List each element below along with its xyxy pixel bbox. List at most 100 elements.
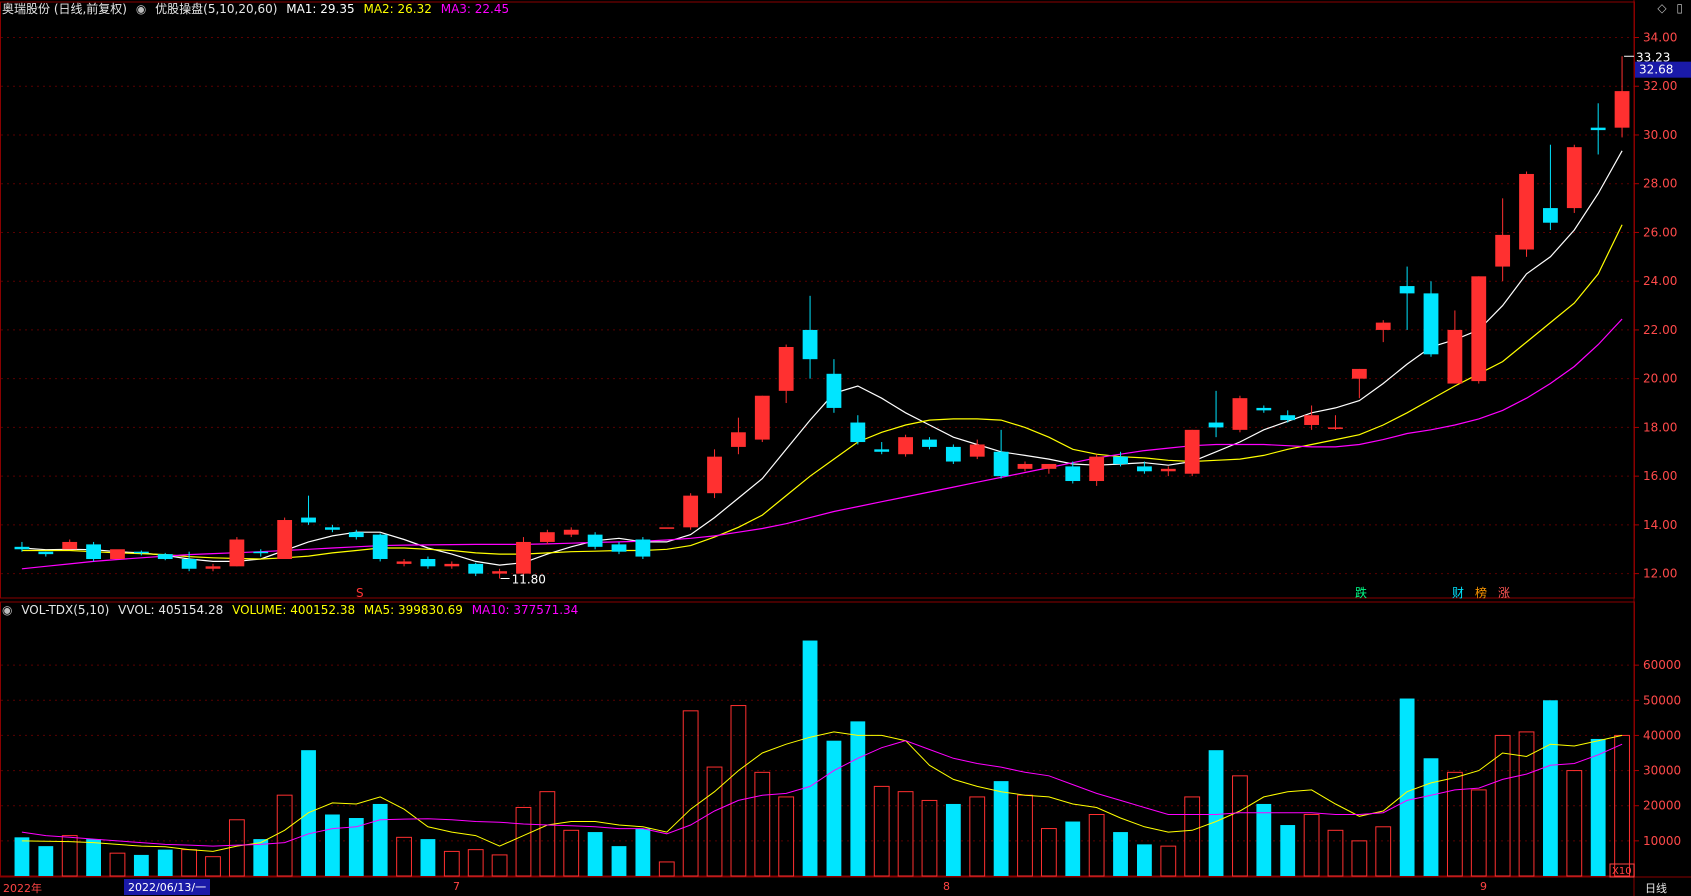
candle-body	[1304, 415, 1319, 425]
candle-body	[1328, 427, 1343, 429]
candle-body	[1519, 173, 1534, 250]
event-marker: 跌	[1355, 585, 1367, 600]
candle-body	[659, 527, 675, 529]
volume-bar	[86, 839, 101, 876]
volume-indicator-name[interactable]: VOL-TDX(5,10)	[21, 603, 110, 617]
candle-body	[850, 422, 866, 443]
candle-body	[1399, 286, 1415, 294]
volume-bar	[14, 837, 30, 876]
candle-body	[229, 539, 245, 567]
candle-body	[945, 446, 961, 462]
price-tick-label: 20.00	[1643, 372, 1677, 386]
price-tick-label: 12.00	[1643, 567, 1677, 581]
volume-tick-label: 10000	[1643, 834, 1681, 848]
candle-body	[396, 561, 412, 564]
volume-bar	[850, 721, 866, 876]
price-tick-label: 18.00	[1643, 420, 1677, 434]
candle-body	[468, 563, 484, 574]
candle-body	[1471, 276, 1487, 382]
volume-bar	[945, 803, 961, 876]
volume-ma5-line	[21, 731, 1623, 852]
volume-bar	[157, 849, 173, 876]
window-icon[interactable]: ▯	[1676, 1, 1683, 15]
price-tick-label: 24.00	[1643, 274, 1677, 288]
volume-bar	[1494, 734, 1511, 877]
volume-bar	[802, 640, 818, 876]
event-marker: 财	[1452, 586, 1464, 600]
candle-body	[253, 551, 269, 554]
volume-bar	[1184, 796, 1201, 877]
candle-body	[86, 544, 101, 560]
low-price-label: 11.80	[512, 573, 546, 587]
volume-bar	[635, 828, 651, 876]
volume-bar	[491, 854, 508, 877]
volume-value: VOLUME: 400152.38	[232, 603, 356, 617]
volume-bar	[61, 835, 78, 877]
volume-bar	[1040, 828, 1057, 877]
volume-bar	[1256, 803, 1272, 876]
volume-bar	[826, 740, 842, 876]
volume-bar	[1208, 750, 1224, 876]
volume-bar	[181, 849, 198, 877]
candle-body	[133, 551, 149, 554]
candle-body	[1447, 329, 1463, 384]
volume-bar	[682, 710, 699, 877]
candle-body	[874, 449, 890, 452]
diamond-icon[interactable]: ◇	[1657, 1, 1667, 15]
volume-toggle-icon[interactable]: ◉	[2, 603, 13, 617]
candle-body	[492, 571, 507, 574]
volume-bar	[1375, 826, 1392, 877]
volume-bar	[1470, 789, 1487, 877]
volume-bar	[325, 814, 340, 876]
volume-bar	[1423, 758, 1439, 876]
candle-body	[1089, 456, 1105, 482]
ma-line-ma1	[21, 150, 1623, 566]
candle-body	[14, 546, 30, 550]
month-label-8: 8	[943, 880, 950, 893]
period-label[interactable]: 日线	[1645, 882, 1667, 895]
volume-bar	[515, 806, 532, 877]
volume-bar	[443, 850, 460, 877]
ma10-value: MA10: 377571.34	[471, 603, 579, 617]
year-label: 2022年	[3, 882, 42, 895]
candle-body	[587, 534, 603, 547]
candle-body	[826, 373, 842, 408]
candle-body	[1375, 322, 1391, 330]
last-price-tag	[1635, 61, 1691, 78]
price-tick-label: 14.00	[1643, 518, 1677, 532]
candle-body	[778, 346, 794, 391]
volume-bar	[706, 766, 723, 877]
ma-line-ma2	[21, 224, 1623, 560]
candle-body	[62, 541, 78, 550]
volume-bar	[1113, 832, 1128, 876]
volume-tick-label: 30000	[1643, 764, 1681, 778]
volume-bar	[467, 849, 484, 877]
candle-body	[707, 456, 722, 494]
volume-bar	[228, 819, 245, 877]
volume-bar	[372, 803, 388, 876]
volume-header: ◉ VOL-TDX(5,10) VVOL: 405154.28 VOLUME: …	[2, 603, 583, 617]
candle-body	[157, 554, 173, 560]
volume-bar	[348, 818, 364, 876]
candle-body	[1017, 463, 1033, 469]
volume-bar	[205, 856, 221, 877]
indicator-name[interactable]: 优股操盘(5,10,20,60)	[155, 2, 278, 16]
volume-bar	[658, 861, 675, 877]
candle-body	[802, 329, 818, 360]
price-tick-label: 32.00	[1643, 79, 1677, 93]
volume-bar	[1399, 698, 1415, 876]
candle-body	[38, 551, 54, 555]
volume-bar	[396, 836, 412, 877]
month-label-9: 9	[1480, 880, 1487, 893]
volume-bar	[1137, 844, 1152, 876]
indicator-toggle-icon[interactable]: ◉	[135, 2, 147, 16]
volume-bar	[109, 852, 126, 877]
candle-body	[1065, 466, 1081, 482]
vvol-value: VVOL: 405154.28	[118, 603, 224, 617]
candle-body	[1184, 429, 1200, 474]
volume-tick-label: 50000	[1643, 693, 1681, 707]
volume-bar	[1446, 771, 1463, 877]
volume-bar	[1543, 700, 1558, 876]
candle-body	[516, 541, 531, 574]
